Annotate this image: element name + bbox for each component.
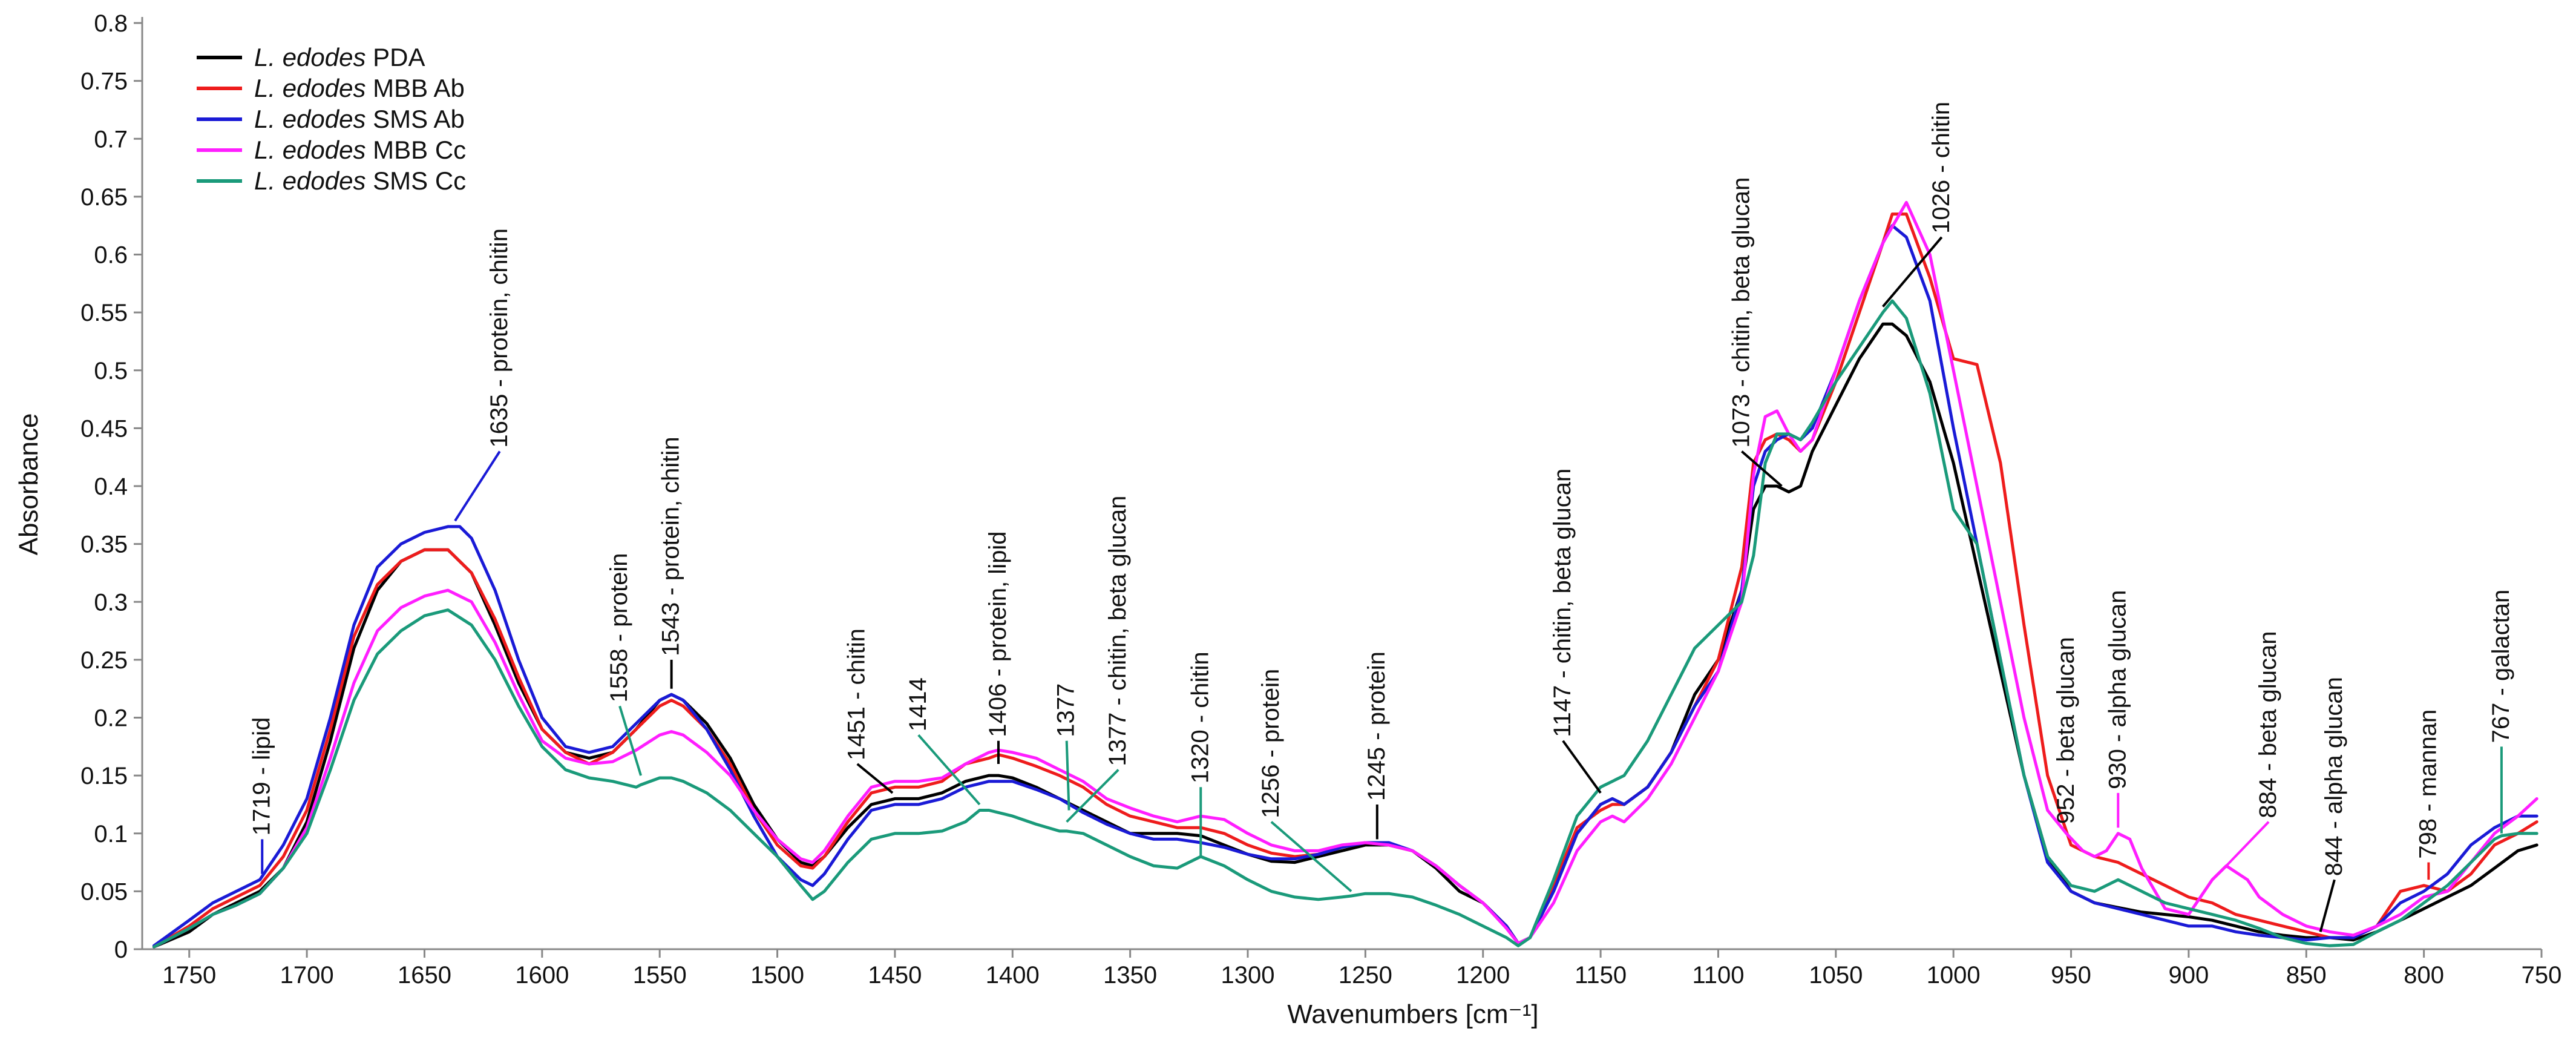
y-tick-label: 0.6: [94, 242, 128, 269]
annotation-label: 1543 - protein, chitin: [658, 436, 684, 656]
annotation-leader: [2225, 821, 2270, 867]
y-tick-label: 0.3: [94, 589, 128, 616]
annotation-leader: [856, 763, 894, 794]
series-line-4: [152, 200, 2538, 949]
annotation-label: 1026 - chitin: [1928, 102, 1955, 234]
x-tick-label: 1000: [1927, 962, 1981, 989]
x-axis-title: Wavenumbers [cm⁻¹]: [1287, 999, 1538, 1029]
x-tick-label: 750: [2522, 962, 2562, 989]
x-tick-label: 1200: [1456, 962, 1510, 989]
y-tick-label: 0.75: [80, 68, 128, 95]
x-tick-label: 1750: [162, 962, 216, 989]
annotation-label: 1719 - lipid: [248, 717, 275, 836]
annotation-label: 844 - alpha glucan: [2321, 677, 2347, 876]
x-tick-label: 1050: [1809, 962, 1863, 989]
x-tick-label: 1700: [280, 962, 334, 989]
annotation-label: 1414: [905, 677, 931, 731]
annotation-label: 1320 - chitin: [1187, 651, 1213, 783]
x-tick-label: 1600: [515, 962, 569, 989]
x-tick-label: 1400: [986, 962, 1040, 989]
x-tick-label: 950: [2051, 962, 2091, 989]
annotations: 1719 - lipid 1635 - protein, chitin 1558 -…: [248, 102, 2514, 932]
annotation-label: 798 - mannan: [2414, 709, 2441, 859]
x-tick-label: 1450: [868, 962, 922, 989]
x-tick-label: 1100: [1692, 962, 1744, 989]
y-tick-label: 0.65: [80, 184, 128, 211]
annotation-leader: [618, 705, 643, 776]
y-tick-label: 0.5: [94, 358, 128, 384]
annotation-leader: [454, 450, 501, 522]
legend-entry: L. edodes MBB Ab: [254, 74, 465, 102]
annotation-label: 1073 - chitin, beta glucan: [1728, 177, 1754, 448]
annotation-label: 1377: [1053, 683, 1080, 737]
annotation-label: 884 - beta glucan: [2255, 631, 2281, 818]
y-tick-label: 0: [114, 936, 128, 963]
annotation-leader: [1066, 769, 1119, 823]
y-tick-label: 0.05: [80, 878, 128, 905]
y-tick-label: 0.45: [80, 415, 128, 442]
y-tick-label: 0.25: [80, 647, 128, 674]
x-tick-label: 1550: [633, 962, 687, 989]
annotation-label: 1147 - chitin, beta glucan: [1549, 469, 1576, 737]
y-tick-label: 0.55: [80, 300, 128, 326]
annotation-label: 1256 - protein: [1257, 669, 1284, 818]
annotation-leader: [1882, 236, 1943, 308]
y-tick-label: 0.15: [80, 763, 128, 789]
annotation-leader: [1270, 821, 1352, 892]
legend: L. edodes PDA L. edodes MBB Ab L. edodes S…: [197, 43, 466, 195]
annotation-label: 1451 - chitin: [844, 628, 870, 760]
annotation-label: 930 - alpha glucan: [2104, 590, 2131, 789]
x-tick-label: 1250: [1339, 962, 1392, 989]
x-tick-label: 900: [2169, 962, 2209, 989]
annotation-label: 1377 - chitin, beta glucan: [1104, 496, 1131, 766]
y-tick-label: 0.35: [80, 532, 128, 558]
series-group: [152, 200, 2538, 949]
y-tick-label: 0.8: [94, 10, 128, 37]
x-tick-label: 800: [2404, 962, 2444, 989]
annotation-leader: [1065, 740, 1070, 811]
x-tick-label: 1500: [750, 962, 804, 989]
series-line-3: [152, 224, 2538, 947]
legend-entry: L. edodes SMS Cc: [254, 166, 466, 195]
annotation-label: 767 - galactan: [2488, 590, 2514, 743]
legend-entry: L. edodes PDA: [254, 43, 425, 71]
x-tick-label: 1350: [1103, 962, 1157, 989]
legend-entry: L. edodes SMS Ab: [254, 105, 465, 133]
annotation-label: 1635 - protein, chitin: [486, 228, 513, 447]
y-axis-title: Absorbance: [14, 413, 44, 556]
y-tick-label: 0.4: [94, 473, 128, 500]
annotation-leader: [2319, 879, 2336, 932]
y-tick-label: 0.7: [94, 126, 128, 153]
annotation-label: 952 - beta glucan: [2053, 637, 2079, 824]
annotation-leader: [917, 734, 981, 806]
x-tick-label: 850: [2286, 962, 2327, 989]
x-tick-label: 1300: [1221, 962, 1275, 989]
y-tick-label: 0.1: [94, 821, 128, 847]
annotation-leader: [1562, 740, 1602, 794]
series-line-5: [152, 299, 2538, 949]
annotation-leader: [1741, 450, 1783, 487]
legend-entry: L. edodes MBB Cc: [254, 136, 466, 164]
annotation-label: 1558 - protein: [606, 553, 632, 703]
axes: 0 0.05 0.1 0.15 0.2 0.25 0.3 0.35 0.4 0.45 0.5 0.55…: [80, 10, 2561, 989]
x-tick-label: 1650: [398, 962, 451, 989]
annotation-label: 1245 - protein: [1363, 651, 1390, 801]
x-tick-label: 1150: [1575, 962, 1627, 989]
annotation-label: 1406 - protein, lipid: [985, 532, 1011, 737]
y-tick-label: 0.2: [94, 705, 128, 732]
